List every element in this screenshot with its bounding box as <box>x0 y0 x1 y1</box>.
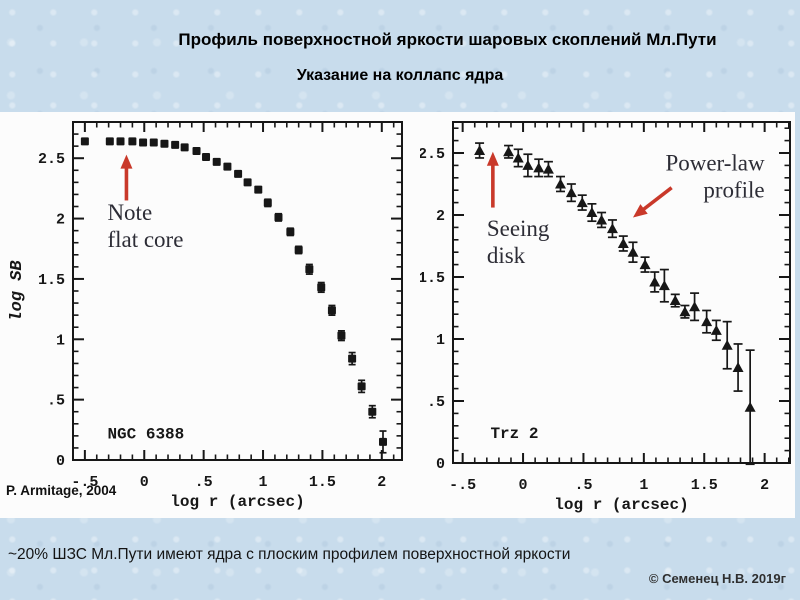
svg-text:log r (arcsec): log r (arcsec) <box>170 493 304 511</box>
svg-text:1.5: 1.5 <box>420 270 445 287</box>
slide-title: Профиль поверхностной яркости шаровых ск… <box>178 30 717 49</box>
copyright-note: © Семенец Н.В. 2019г <box>648 571 786 586</box>
svg-text:Trz 2: Trz 2 <box>490 425 538 443</box>
svg-text:1.5: 1.5 <box>691 477 718 494</box>
svg-text:0: 0 <box>56 453 65 470</box>
slide-subtitle: Указание на коллапс ядра <box>296 67 504 84</box>
left-plot-ngc6388: -.5 0 .5 1 1.5 2 0 .5 1 1.5 2 2.5 log r (arcsec) log … <box>8 121 403 511</box>
svg-text:1: 1 <box>436 332 445 349</box>
svg-text:log SB: log SB <box>8 260 27 321</box>
svg-text:-.5: -.5 <box>71 474 98 491</box>
svg-text:2.5: 2.5 <box>420 146 445 163</box>
svg-text:.5: .5 <box>427 394 445 411</box>
svg-text:1.5: 1.5 <box>38 272 65 289</box>
svg-text:2: 2 <box>436 208 445 225</box>
svg-text:.5: .5 <box>195 474 213 491</box>
svg-text:1: 1 <box>259 474 268 491</box>
svg-text:0: 0 <box>140 474 149 491</box>
source-credit: P. Armitage, 2004 <box>6 483 117 498</box>
svg-text:log r (arcsec): log r (arcsec) <box>554 496 688 514</box>
svg-text:-.5: -.5 <box>449 477 476 494</box>
svg-text:2: 2 <box>377 474 386 491</box>
svg-text:.5: .5 <box>47 393 65 410</box>
svg-text:1.5: 1.5 <box>309 474 336 491</box>
svg-text:.5: .5 <box>574 477 592 494</box>
svg-text:2.5: 2.5 <box>38 151 65 168</box>
caption-text: ~20% ШЗС Мл.Пути имеют ядра с плоским пр… <box>8 546 571 563</box>
svg-text:NGC 6388: NGC 6388 <box>107 425 184 443</box>
svg-text:0: 0 <box>519 477 528 494</box>
svg-text:1: 1 <box>639 477 648 494</box>
svg-text:0: 0 <box>436 456 445 473</box>
svg-text:2: 2 <box>56 212 65 229</box>
svg-text:2: 2 <box>760 477 769 494</box>
svg-text:1: 1 <box>56 332 65 349</box>
